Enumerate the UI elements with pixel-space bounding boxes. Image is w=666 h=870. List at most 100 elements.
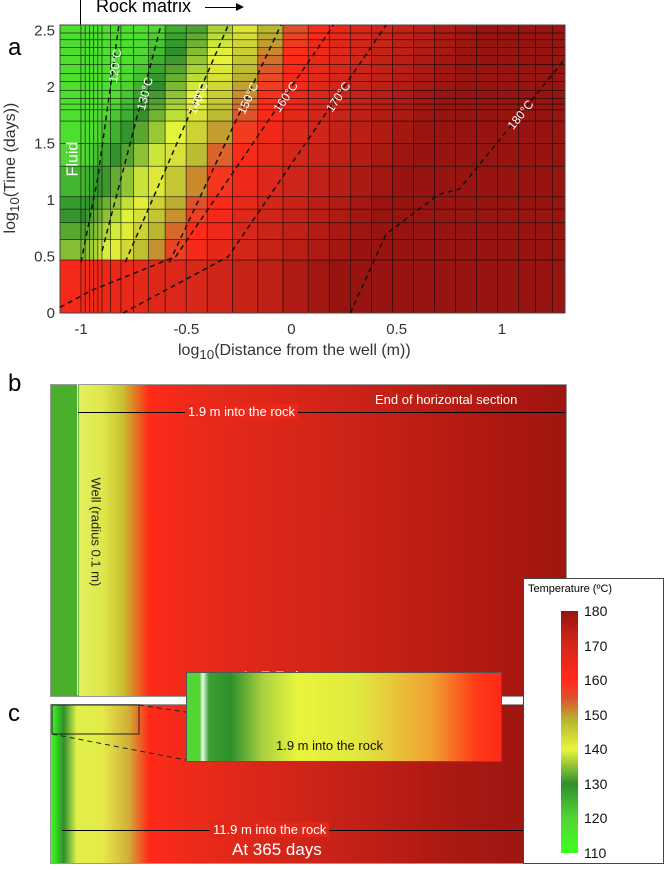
heatmap-cell (518, 208, 536, 224)
heatmap-cell (307, 81, 330, 91)
heatmap-cell (392, 196, 414, 210)
heatmap-cell (518, 73, 536, 82)
heatmap-cell (476, 98, 499, 105)
heatmap-cell (349, 90, 372, 99)
heatmap-cell (97, 103, 103, 111)
heatmap-cell (455, 239, 478, 261)
heatmap-cell (120, 120, 135, 144)
heatmap-cell (413, 143, 435, 167)
heatmap-cell (120, 259, 135, 314)
heatmap-cell (257, 259, 284, 314)
plot-frame (59, 24, 566, 314)
heatmap-cell (232, 239, 259, 261)
heatmap-cell (232, 259, 259, 314)
heatmap-cell (84, 98, 90, 105)
heatmap-cell (551, 32, 566, 41)
heatmap-cell (497, 47, 520, 56)
time-label-c: At 365 days (232, 840, 322, 859)
heatmap-cell (518, 143, 536, 167)
heatmap-cell (476, 222, 499, 240)
panel-b-temperature-field (50, 384, 567, 697)
heatmap-cell (164, 165, 187, 198)
heatmap-cell (206, 196, 233, 210)
heatmap-cell (476, 259, 499, 314)
heatmap-cell (164, 81, 187, 91)
heatmap-cell (328, 259, 351, 314)
heatmap-cell (59, 109, 82, 122)
heatmap-cell (282, 47, 309, 56)
heatmap-cell (80, 109, 86, 122)
heatmap-cell (551, 39, 566, 48)
heatmap-cell (392, 55, 414, 65)
heatmap-cell (371, 208, 393, 224)
heatmap-cell (80, 24, 86, 34)
heatmap-cell (93, 81, 99, 91)
heatmap-cell (551, 222, 566, 240)
heatmap-cell (206, 32, 233, 41)
heatmap-cell (120, 222, 135, 240)
heatmap-cell (476, 196, 499, 210)
heatmap-cell (455, 90, 478, 99)
heatmap-cell (80, 98, 86, 105)
heatmap-cell (120, 109, 135, 122)
heatmap-cell (89, 143, 95, 167)
heatmap-cell (282, 196, 309, 210)
heatmap-cell (164, 47, 187, 56)
y-label-sub: 10 (7, 197, 23, 213)
heatmap-cell (93, 259, 99, 314)
heatmap-cell (89, 81, 95, 91)
heatmap-cell (328, 120, 351, 144)
heatmap-cell (413, 196, 435, 210)
heatmap-cell (434, 39, 456, 48)
heatmap-cell (371, 109, 393, 122)
heatmap-cell (93, 109, 99, 122)
heatmap-cell (307, 259, 330, 314)
heatmap-cell (535, 55, 553, 65)
heatmap-cell (328, 47, 351, 56)
heatmap-cell (110, 239, 122, 261)
heatmap-cell (133, 120, 149, 144)
heatmap-cell (392, 143, 414, 167)
heatmap-cell (349, 208, 372, 224)
heatmap-cell (164, 196, 187, 210)
heatmap-cell (232, 47, 259, 56)
heatmap-cell (551, 120, 566, 144)
heatmap-cell (413, 103, 435, 111)
heatmap-cell (164, 120, 187, 144)
y-tick-label: 1.5 (34, 136, 55, 153)
heatmap-cell (392, 120, 414, 144)
heatmap-cell (101, 39, 111, 48)
heatmap-cell (518, 165, 536, 198)
heatmap-cell (476, 120, 499, 144)
x-tick-label: -0.5 (173, 321, 199, 338)
heatmap-cell (518, 81, 536, 91)
heatmap-cell (110, 103, 122, 111)
heatmap-cell (535, 143, 553, 167)
heatmap-cell (120, 81, 135, 91)
heatmap-cell (232, 222, 259, 240)
heatmap-cell (476, 165, 499, 198)
heatmap-cell (535, 165, 553, 198)
heatmap-cell (164, 55, 187, 65)
heatmap-cell (59, 81, 82, 91)
heatmap-cell (551, 103, 566, 111)
heatmap-cell (185, 47, 208, 56)
heatmap-cell (80, 81, 86, 91)
heatmap-cell (307, 55, 330, 65)
colorbar-tick-label: 140 (584, 741, 608, 758)
heatmap-cell (59, 90, 82, 99)
heatmap-cell (80, 259, 86, 314)
heatmap-cell (328, 222, 351, 240)
heatmap-cell (257, 24, 284, 34)
heatmap-cell (101, 165, 111, 198)
heatmap-cell (434, 98, 456, 105)
heatmap-cell (551, 208, 566, 224)
heatmap-cell (551, 143, 566, 167)
heatmap-cell (89, 109, 95, 122)
heatmap-cell (97, 90, 103, 99)
x-axis-label: log10(Distance from the well (m)) (178, 342, 411, 362)
heatmap-cell (80, 120, 86, 144)
heatmap-cell (164, 222, 187, 240)
y-tick-label: 0 (47, 305, 55, 322)
heatmap-cell (93, 120, 99, 144)
